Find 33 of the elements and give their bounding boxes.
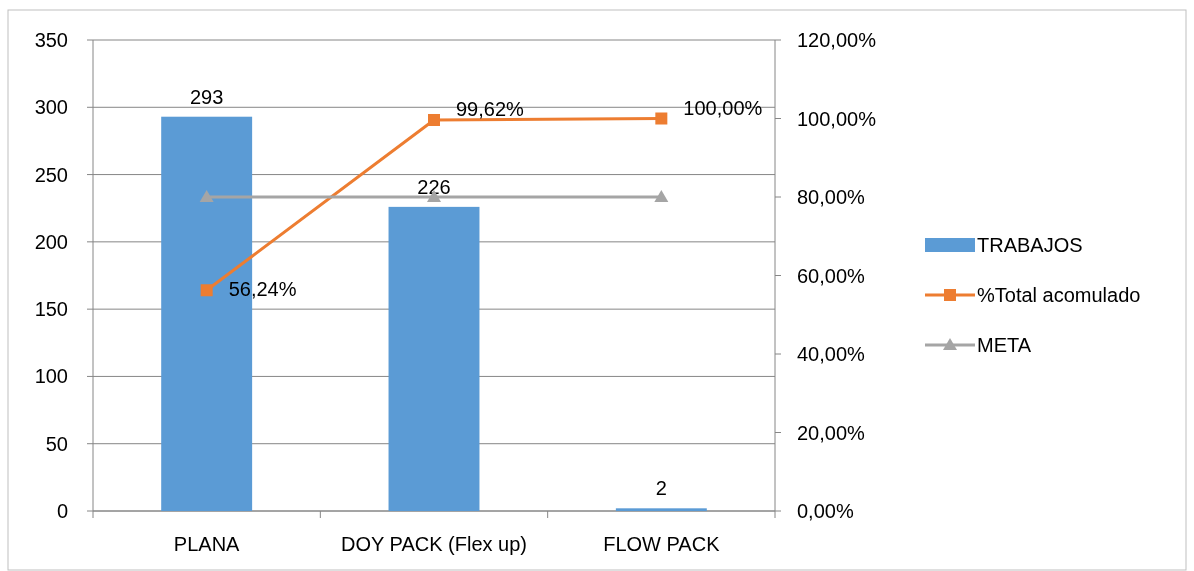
y-tick-label: 200 [34, 230, 68, 253]
y2-tick-label: 0,00% [797, 500, 854, 522]
y2-tick-label: 120,00% [797, 29, 877, 51]
legend-label: %Total acomulado [977, 284, 1141, 306]
legend-label: TRABAJOS [977, 234, 1083, 256]
y-tick-label: 100 [34, 365, 68, 388]
y2-tick-label: 60,00% [797, 264, 866, 287]
legend-label: META [977, 334, 1032, 356]
bar [388, 206, 480, 511]
point [655, 112, 668, 125]
y-tick-label: 250 [34, 163, 68, 186]
y-tick-label: 300 [34, 96, 68, 119]
y2-tick-label: 20,00% [797, 421, 866, 444]
x-tick-label: DOY PACK (Flex up) [341, 533, 527, 555]
point [428, 113, 440, 126]
y-tick-label: 0 [56, 500, 68, 522]
data-label: 100,00% [683, 96, 763, 119]
data-label: 2 [655, 477, 667, 500]
y-tick-label: 150 [34, 298, 68, 321]
point [199, 190, 214, 202]
point [654, 190, 669, 202]
y-tick-label: 350 [34, 29, 68, 51]
point [200, 284, 213, 297]
data-label: 226 [417, 175, 451, 198]
data-label: 293 [189, 85, 224, 108]
data-label: 99,62% [456, 97, 525, 120]
y2-tick-label: 100,00% [797, 107, 877, 130]
y-tick-label: 50 [45, 432, 68, 455]
bar [615, 508, 707, 511]
y2-tick-label: 40,00% [797, 343, 866, 365]
y2-tick-label: 80,00% [797, 186, 866, 208]
x-tick-label: PLANA [173, 533, 241, 555]
x-tick-label: FLOW PACK [603, 533, 721, 555]
